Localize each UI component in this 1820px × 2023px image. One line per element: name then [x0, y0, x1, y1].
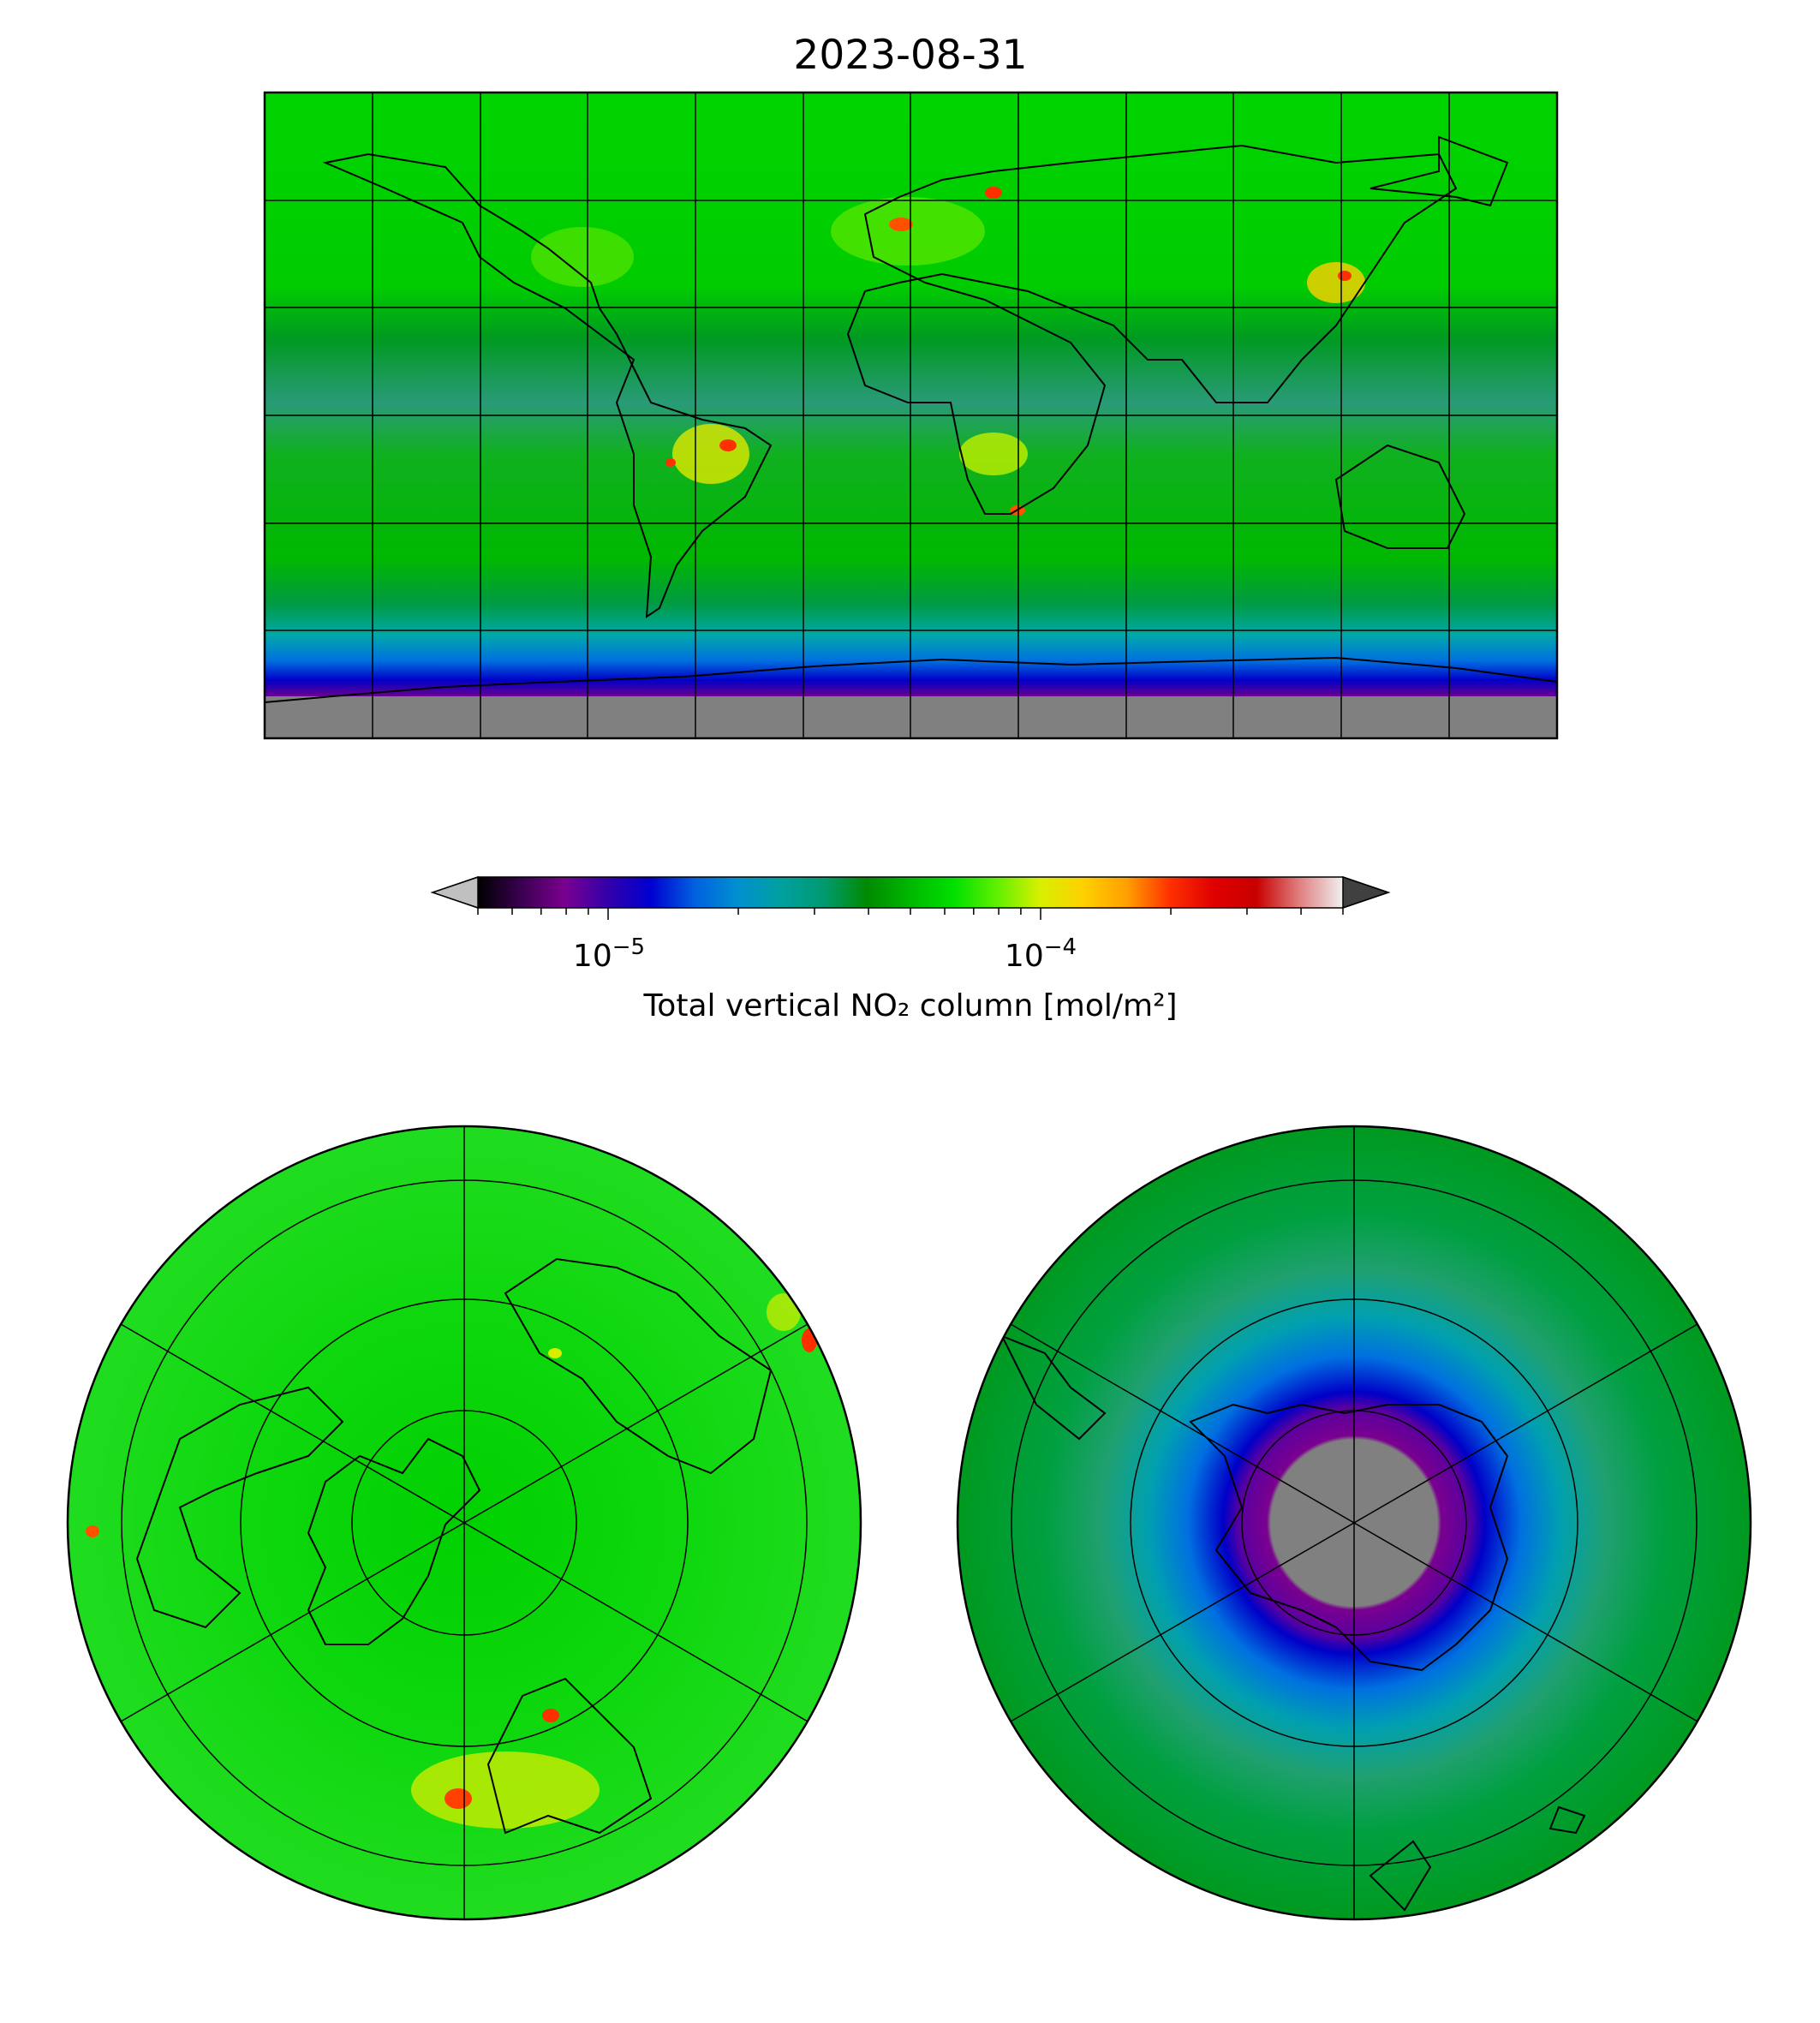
coast-antarctica-south [1189, 1403, 1509, 1672]
north-polar-gridlines [120, 1126, 809, 1919]
global-map-gridlines [265, 92, 1557, 738]
hotspot-asia-north [767, 1293, 801, 1331]
north-polar-map [66, 1125, 862, 1921]
south-polar-gridlines [1010, 1126, 1698, 1919]
coast-tasmania [1548, 1805, 1586, 1835]
coast-americas [322, 152, 773, 618]
hotspot-siberia-north [548, 1348, 562, 1358]
hotspot-london [889, 218, 913, 231]
global-map [263, 91, 1559, 740]
hotspot-scandinavia [985, 187, 1002, 199]
colorbar-ticks [477, 908, 1344, 920]
hotspot-uk-north [445, 1788, 472, 1809]
south-polar-frame [956, 1125, 1752, 1921]
south-polar-map [956, 1125, 1752, 1921]
coast-siberia [504, 1257, 773, 1475]
hotspot-amazon-fire [719, 439, 737, 451]
colorbar: 10−5 10−4 Total vertical NO₂ column [mol… [430, 875, 1391, 1023]
coast-siberia-east [1369, 135, 1509, 207]
coast-scandinavia [486, 1677, 653, 1835]
coast-greenland [307, 1437, 481, 1645]
coast-australia [1334, 444, 1466, 549]
colorbar-label: Total vertical NO₂ column [mol/m²] [642, 988, 1177, 1023]
coast-canada [135, 1386, 344, 1629]
coast-south-america-tip [1000, 1334, 1107, 1441]
hotspot-china-north [802, 1328, 817, 1352]
hotspot-bolivia [665, 458, 676, 467]
hotspot-scandinavia-north [542, 1709, 559, 1722]
hotspot-na [531, 227, 634, 287]
hotspot-europe-north [411, 1751, 600, 1829]
hotspot-central-africa [959, 433, 1028, 475]
coast-new-zealand [1369, 1840, 1432, 1912]
hotspot-na-north [86, 1525, 99, 1537]
global-map-frame [263, 91, 1559, 740]
south-polar-coast [1000, 1334, 1586, 1912]
hotspot-amazon [672, 424, 749, 484]
colorbar-over-extension [1342, 875, 1391, 910]
colorbar-gradient [478, 877, 1343, 908]
coast-antarctica [265, 656, 1557, 703]
figure-title: 2023-08-31 [793, 32, 1027, 79]
north-polar-frame [66, 1125, 862, 1921]
colorbar-tick-label-1e-5: 10−5 [573, 934, 645, 974]
hotspot-beijing [1338, 271, 1352, 281]
north-polar-hotspots [86, 1257, 817, 1835]
global-map-hotspots [265, 135, 1557, 703]
colorbar-under-extension [430, 875, 479, 910]
coast-eurafrasia [846, 144, 1458, 515]
hotspot-europe [831, 197, 985, 266]
hotspot-china [1307, 262, 1365, 303]
colorbar-tick-label-1e-4: 10−4 [1005, 934, 1077, 974]
